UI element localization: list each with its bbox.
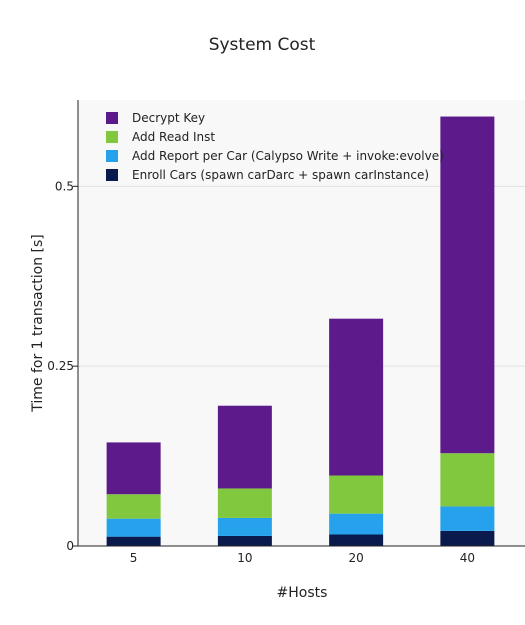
bar-segment <box>106 442 161 495</box>
x-tick-label: 20 <box>348 551 363 565</box>
bar-segment <box>217 535 272 546</box>
bar-segment <box>217 405 272 489</box>
legend-label: Add Report per Car (Calypso Write + invo… <box>132 149 444 163</box>
y-tick-label: 0.25 <box>47 359 74 373</box>
legend-swatch <box>106 112 118 124</box>
bar-segment <box>440 453 495 507</box>
bar-segment <box>106 518 161 537</box>
x-tick-label: 5 <box>130 551 138 565</box>
x-tick-label: 40 <box>460 551 475 565</box>
chart-title: System Cost <box>209 35 316 55</box>
y-ticks: 0 0.25 0.5 <box>47 179 78 553</box>
legend: Decrypt Key Add Read Inst Add Report per C… <box>106 111 444 182</box>
bar-segment <box>440 530 495 546</box>
x-ticks: 5 10 20 40 <box>130 551 475 565</box>
bar-segment <box>329 318 384 476</box>
y-tick-label: 0 <box>66 539 74 553</box>
x-tick-label: 10 <box>237 551 252 565</box>
y-tick-label: 0.5 <box>55 179 74 193</box>
bar-segment <box>329 513 384 535</box>
legend-label: Add Read Inst <box>132 130 215 144</box>
bar-segment <box>440 506 495 531</box>
bar-segment <box>329 534 384 546</box>
bar-segment <box>440 116 495 454</box>
bar-segment <box>217 517 272 536</box>
bar-segment <box>217 488 272 518</box>
bar-segment <box>106 536 161 546</box>
legend-swatch <box>106 169 118 181</box>
legend-swatch <box>106 150 118 162</box>
legend-swatch <box>106 131 118 143</box>
legend-label: Decrypt Key <box>132 111 205 125</box>
bar-segment <box>329 475 384 514</box>
bar-segment <box>106 494 161 519</box>
x-axis-label: #Hosts <box>277 585 328 601</box>
legend-label: Enroll Cars (spawn carDarc + spawn carIn… <box>132 168 429 182</box>
bars <box>106 116 495 546</box>
y-axis-label: Time for 1 transaction [s] <box>30 234 46 413</box>
